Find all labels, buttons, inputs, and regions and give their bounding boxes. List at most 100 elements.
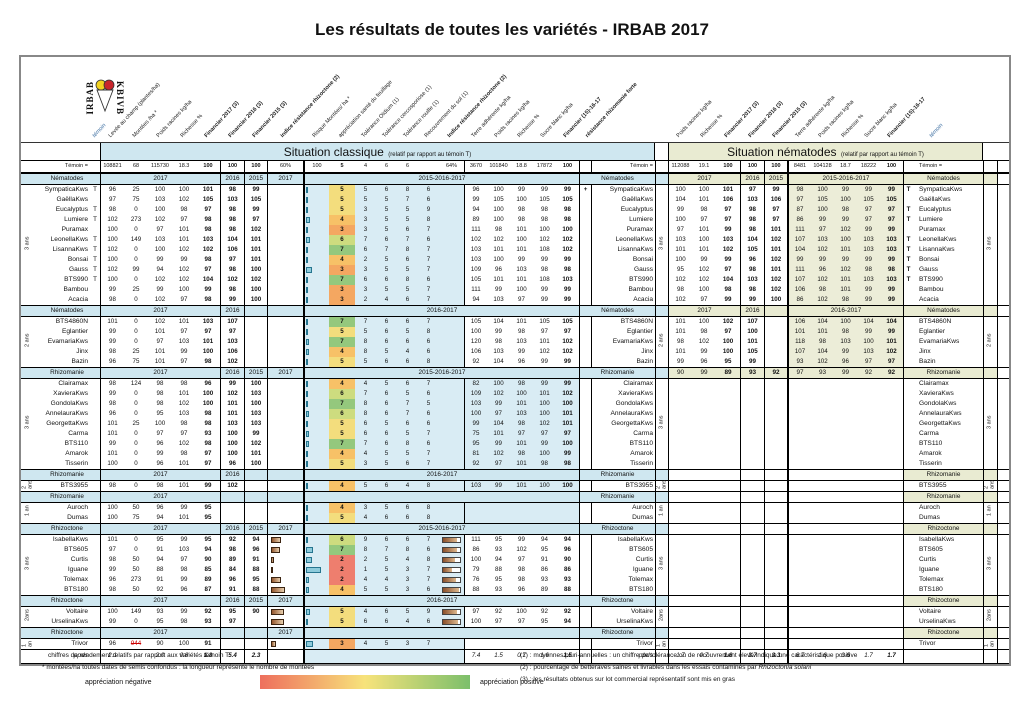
value-cell: 94 bbox=[156, 556, 164, 563]
value-cell bbox=[880, 617, 903, 627]
variety-row: BTS4860N 101 0 102 101 103 107 7 7 6 6 7 105 104 101 10… bbox=[21, 317, 1009, 327]
variety-name-mid: Voltaire bbox=[591, 607, 655, 617]
tolerance-cell: 5 bbox=[355, 585, 376, 595]
value-cell: 97 bbox=[220, 327, 244, 337]
value-cell: 100 bbox=[811, 205, 834, 215]
value-cell bbox=[857, 565, 880, 575]
value-cell: 97 bbox=[811, 225, 834, 235]
value-cell: 86 bbox=[564, 566, 571, 573]
value-cell: 101 bbox=[880, 337, 903, 347]
value-cell: 92 bbox=[464, 357, 487, 367]
value-cell: 100 bbox=[202, 390, 214, 397]
sante-feuillage-cell: 6 bbox=[329, 409, 355, 419]
value-cell bbox=[716, 399, 740, 409]
value-cell: 0 bbox=[134, 246, 138, 253]
variety-name-right: LisannaKws bbox=[919, 246, 955, 253]
group-spacer bbox=[655, 357, 668, 367]
variety-name-mid: Auroch bbox=[591, 503, 655, 513]
rhizoctone-index-cell bbox=[439, 255, 464, 265]
value-cell: 98 bbox=[834, 327, 857, 337]
tolerance-cell: 6 bbox=[397, 225, 418, 235]
montees-risk-cell bbox=[304, 429, 329, 439]
tolerance-cell: 7 bbox=[376, 545, 397, 555]
section-header-row: Nématodes 2017 2016 2015 2017 2015-2016-2017 N… bbox=[21, 173, 1009, 185]
value-cell bbox=[857, 575, 880, 585]
value-cell: 85 bbox=[204, 566, 212, 573]
rhizoctone-2017-cell bbox=[268, 607, 304, 617]
value-cell: 99 bbox=[180, 536, 188, 543]
group-spacer bbox=[983, 235, 997, 245]
value-cell: 102 bbox=[556, 389, 579, 399]
value-cell: 0 bbox=[134, 440, 138, 447]
tolerance-cell: 4 bbox=[397, 481, 418, 491]
value-cell: 104 bbox=[487, 419, 510, 429]
value-cell bbox=[244, 639, 268, 649]
variety-name-right: Auroch bbox=[919, 504, 940, 511]
value-cell: 101 bbox=[100, 317, 124, 327]
value-cell: 99 bbox=[180, 576, 188, 583]
group-spacer bbox=[983, 585, 997, 595]
group-spacer bbox=[983, 368, 997, 378]
value-cell: 97 bbox=[180, 430, 188, 437]
value-cell: 92 bbox=[464, 459, 487, 469]
section-label: Rhizoctone bbox=[34, 628, 100, 638]
tolerance-cell: 4 bbox=[355, 513, 376, 523]
value-cell: 100 bbox=[178, 640, 190, 647]
value-cell: 100 bbox=[493, 216, 504, 223]
value-cell: 96 bbox=[740, 255, 764, 265]
t-flag bbox=[90, 639, 100, 649]
value-cell bbox=[740, 409, 764, 419]
t-flag: T bbox=[93, 186, 97, 193]
t-flag bbox=[903, 481, 913, 491]
group-label-right: 2 ans bbox=[983, 480, 996, 489]
t-flag bbox=[903, 327, 913, 337]
value-cell: 105 bbox=[562, 196, 573, 203]
plus-flag bbox=[579, 481, 591, 491]
value-cell: 102 bbox=[178, 246, 190, 253]
value-cell bbox=[716, 379, 740, 389]
value-cell bbox=[764, 429, 788, 439]
banner-nematodes-sub: (relatif par rapport au témoin T) bbox=[840, 152, 924, 158]
group-spacer bbox=[983, 575, 997, 585]
value-cell: 101 bbox=[811, 327, 834, 337]
tolerance-cell: 6 bbox=[397, 459, 418, 469]
value-cell: 106 bbox=[220, 347, 244, 357]
period-label: 2017 bbox=[268, 368, 304, 378]
plus-flag bbox=[579, 255, 591, 265]
value-cell bbox=[811, 503, 834, 513]
period-label: 2017 bbox=[268, 524, 304, 534]
rhizoctone-2017-cell bbox=[268, 235, 304, 245]
rhizoctone-index-bar bbox=[442, 609, 461, 615]
value-cell: 89 bbox=[204, 576, 212, 583]
value-cell: 91 bbox=[220, 585, 244, 595]
value-cell: 100 bbox=[244, 295, 268, 305]
value-cell: 2.3 bbox=[244, 650, 268, 663]
variety-name-right: Lumiere bbox=[919, 216, 943, 223]
value-cell: 102 bbox=[220, 481, 244, 491]
rhizoctone-index-cell bbox=[439, 285, 464, 295]
tolerance-cell bbox=[418, 161, 439, 172]
rhizoctone-2017-cell bbox=[268, 650, 304, 663]
value-cell bbox=[880, 585, 903, 595]
variety-name: Amarok bbox=[65, 450, 88, 457]
rhizoctone-index-cell bbox=[439, 409, 464, 419]
edge-spacer bbox=[997, 639, 1007, 649]
value-cell: 93 bbox=[156, 608, 164, 615]
period-label: 2017 bbox=[100, 524, 220, 534]
value-cell bbox=[857, 639, 880, 649]
montees-risk-cell bbox=[304, 265, 329, 275]
value-cell: 100 bbox=[698, 286, 710, 293]
edge-spacer bbox=[997, 513, 1007, 523]
value-cell: 99 bbox=[811, 255, 834, 265]
value-cell bbox=[510, 503, 533, 513]
montees-risk-bar bbox=[306, 505, 308, 511]
t-flag: T bbox=[903, 255, 913, 265]
variety-name: Carma bbox=[68, 430, 88, 437]
value-cell: 96 bbox=[495, 266, 502, 273]
section-label-mid: Rhizoctone bbox=[579, 628, 655, 638]
value-cell bbox=[880, 409, 903, 419]
value-cell bbox=[764, 555, 788, 565]
value-cell bbox=[811, 565, 834, 575]
rhizoctone-2017-cell bbox=[268, 225, 304, 235]
value-cell bbox=[764, 419, 788, 429]
